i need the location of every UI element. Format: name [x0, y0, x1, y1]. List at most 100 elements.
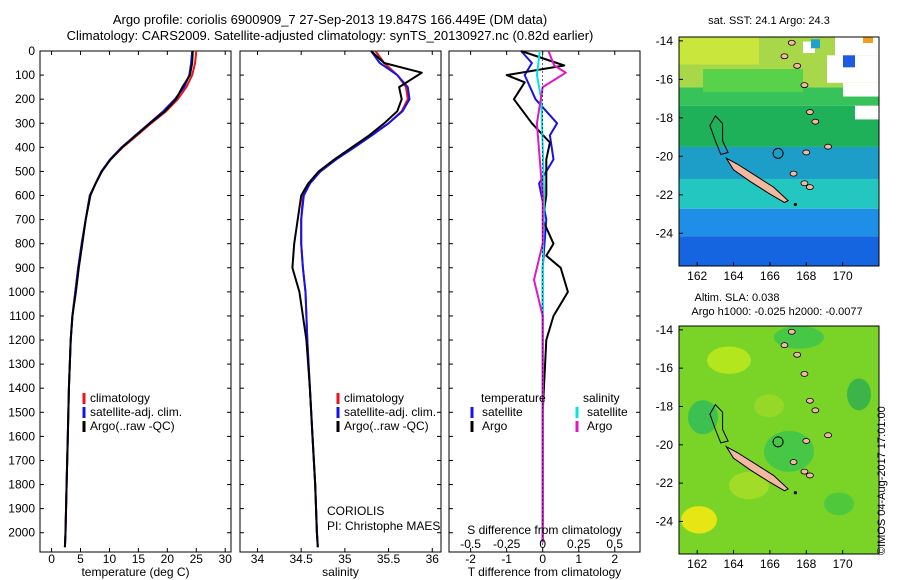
sla-blob	[824, 492, 854, 516]
x-tick-label: 162	[687, 557, 707, 571]
x-tick-label: 166	[760, 269, 780, 283]
new-caledonia-landmass	[724, 156, 789, 204]
x-top-tick-label: -0.5	[460, 537, 481, 551]
y-tick-label: -22	[656, 188, 674, 202]
legend-label: climatology	[344, 391, 404, 405]
sla-blob	[688, 400, 718, 435]
legend-title-temperature: temperature	[481, 391, 546, 405]
sst-pixel	[863, 37, 873, 43]
plot-frame-salinity	[239, 50, 442, 553]
x-axis-label: temperature (deg C)	[81, 565, 189, 579]
legend-label: Argo(..raw -QC)	[344, 419, 429, 433]
x-tick-label: 168	[796, 557, 816, 571]
y-tick-label: 1200	[8, 333, 35, 347]
y-tick-label: -20	[656, 149, 674, 163]
y-tick-label: 400	[15, 140, 35, 154]
sla-map-subtitle: Argo h1000: -0.025 h2000: -0.0077	[691, 306, 862, 318]
island	[789, 459, 798, 465]
sla-blob	[847, 378, 871, 411]
float-institution: CORIOLIS	[327, 504, 384, 518]
y-tick-label: 100	[15, 68, 35, 82]
y-tick-label: -16	[656, 72, 674, 86]
y-tick-label: -14	[656, 34, 674, 48]
legend-label: climatology	[90, 391, 150, 405]
x-tick-label: 170	[833, 269, 853, 283]
float-pi: PI: Christophe MAES	[327, 519, 440, 533]
x-tick-label: 36	[426, 552, 440, 566]
sst-warm-patch	[679, 37, 759, 65]
x-tick-label: 30	[219, 552, 233, 566]
y-tick-label: -18	[656, 399, 674, 413]
island	[800, 82, 809, 89]
y-tick-label: 500	[15, 164, 35, 178]
panel-sst_map: 162 164 166 168 170 -14 -16 -18 -20 -22 -24 sat. SS…	[656, 15, 880, 283]
panel-temperature: 0100200300400500600700800900100011001200…	[8, 44, 232, 579]
island	[800, 370, 809, 377]
x-tick-label: 15	[132, 552, 146, 566]
x-tick-label: 1	[575, 552, 582, 566]
y-tick-label: 1900	[8, 502, 35, 516]
map-field-sst_map	[679, 37, 879, 266]
sst-band	[679, 208, 879, 237]
legend-label: satellite-adj. clim.	[90, 405, 182, 419]
sst-band	[679, 236, 879, 266]
y-tick-label: 600	[15, 189, 35, 203]
island	[780, 342, 789, 349]
island	[811, 407, 820, 414]
island	[787, 328, 796, 335]
y-tick-label: 800	[15, 237, 35, 251]
sla-map-title: Altim. SLA: 0.038	[695, 292, 780, 304]
sst-missing-block	[855, 105, 879, 120]
island	[780, 53, 789, 60]
sst-pixel	[843, 55, 855, 68]
island	[806, 109, 814, 115]
island	[800, 468, 809, 475]
island	[789, 170, 798, 177]
profile-location-marker	[772, 147, 784, 159]
x-tick-label: 25	[190, 552, 204, 566]
x-axis-label: salinity	[322, 565, 359, 579]
profile-location-dot	[793, 202, 797, 207]
x-tick-label: 0	[48, 552, 55, 566]
legend-label: Argo	[587, 419, 613, 433]
x-top-axis-label: S difference from climatology	[467, 523, 622, 537]
sst-missing-block	[843, 82, 879, 97]
legend-label: Argo	[482, 419, 508, 433]
sla-blob	[729, 471, 769, 500]
x-tick-label: 35.5	[377, 552, 401, 566]
y-tick-label: -18	[656, 111, 674, 125]
sst-patch	[703, 69, 803, 92]
y-tick-label: 2000	[8, 526, 35, 540]
new-caledonia-landmass	[724, 445, 789, 492]
y-tick-label: 1700	[8, 453, 35, 467]
island	[793, 62, 802, 69]
y-tick-label: 1000	[8, 285, 35, 299]
x-tick-label: 34.5	[289, 552, 313, 566]
y-tick-label: 1300	[8, 357, 35, 371]
sst-band	[679, 105, 879, 147]
x-tick-label: 2	[611, 552, 618, 566]
sla-blob	[754, 394, 784, 418]
x-tick-label: 5	[77, 552, 84, 566]
y-tick-label: 1100	[9, 309, 35, 323]
y-tick-label: -24	[656, 514, 674, 528]
y-tick-label: 300	[15, 116, 35, 130]
island	[824, 432, 832, 439]
imos-timestamp: ©IMOS 04-Aug-2017 17:01:00	[876, 406, 888, 555]
map-frame-sla_map	[678, 325, 880, 555]
sst-map-title: sat. SST: 24.1 Argo: 24.3	[708, 15, 830, 27]
legend-label: satellite	[587, 405, 628, 419]
island	[802, 149, 811, 156]
x-top-tick-label: -0.25	[493, 537, 521, 551]
y-tick-label: -16	[656, 361, 674, 375]
y-tick-label: -20	[656, 438, 674, 452]
reef-outline	[709, 403, 729, 444]
y-tick-label: 1600	[8, 429, 35, 443]
island	[806, 472, 814, 479]
x-tick-label: 166	[760, 557, 780, 571]
y-tick-label: 1500	[8, 405, 35, 419]
x-tick-label: 10	[103, 552, 117, 566]
series-line-argo-raw-qc-	[63, 50, 194, 548]
legend-title-salinity: salinity	[583, 391, 620, 405]
x-tick-label: 0	[539, 552, 546, 566]
